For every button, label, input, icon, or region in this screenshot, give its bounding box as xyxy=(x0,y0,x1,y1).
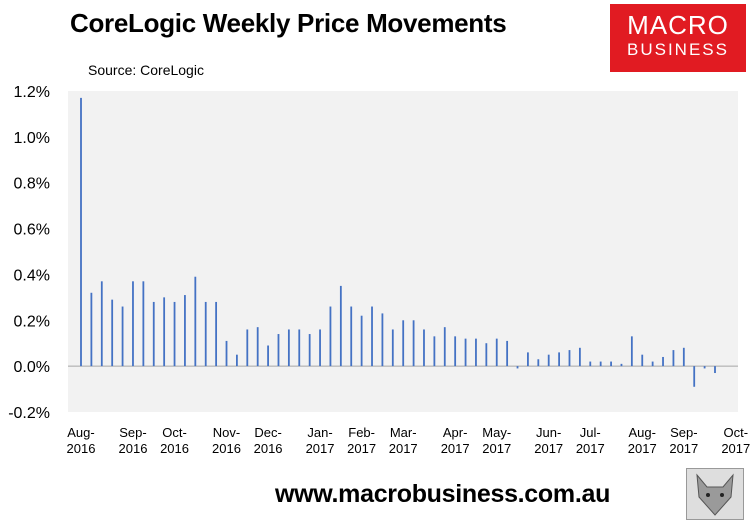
bar xyxy=(516,366,519,369)
x-tick-label: Mar-2017 xyxy=(389,425,418,456)
x-tick-label: Aug-2016 xyxy=(67,425,96,456)
bar xyxy=(610,361,612,367)
bar xyxy=(402,320,405,367)
bar xyxy=(433,336,436,367)
bar xyxy=(277,334,280,367)
bar xyxy=(329,306,332,367)
bar xyxy=(121,306,124,367)
website-url: www.macrobusiness.com.au xyxy=(275,480,611,508)
bar xyxy=(80,97,82,367)
bar xyxy=(527,352,529,367)
x-tick-label: Oct-2017 xyxy=(721,425,750,456)
bar xyxy=(703,366,706,369)
y-tick-label: 0.2% xyxy=(14,313,50,330)
x-axis-labels: Aug-2016 Sep-2016 Oct-2016 Nov-2016 Dec-2016… xyxy=(67,425,751,456)
bar xyxy=(454,336,457,367)
bar xyxy=(506,340,509,367)
bar xyxy=(537,359,540,367)
bar xyxy=(204,301,207,367)
bar xyxy=(620,363,623,367)
bar xyxy=(236,354,238,367)
bar xyxy=(599,361,602,367)
bar xyxy=(443,327,446,367)
bar xyxy=(412,320,415,367)
bar xyxy=(381,313,384,367)
bar xyxy=(558,352,560,367)
x-tick-label: Sep-2017 xyxy=(669,425,698,456)
bar xyxy=(215,301,218,367)
bar xyxy=(246,329,249,367)
chart-title: CoreLogic Weekly Price Movements xyxy=(70,8,507,38)
bar xyxy=(90,292,93,367)
bar xyxy=(360,315,363,367)
bar xyxy=(672,350,675,367)
bar xyxy=(225,340,228,367)
bar-series xyxy=(80,97,716,387)
bar xyxy=(132,281,134,367)
bar xyxy=(568,350,571,367)
bar xyxy=(111,299,114,367)
y-tick-label: 0.8% xyxy=(14,176,50,193)
bar xyxy=(662,356,664,367)
bar xyxy=(163,297,166,367)
bar xyxy=(630,336,633,367)
bar xyxy=(693,366,696,387)
bar xyxy=(194,276,197,367)
bar xyxy=(391,329,394,367)
x-tick-label: Aug-2017 xyxy=(628,425,657,456)
bar xyxy=(464,338,467,367)
x-tick-label: Apr-2017 xyxy=(441,425,470,456)
y-tick-label: 1.2% xyxy=(14,84,50,101)
x-tick-label: Oct-2016 xyxy=(160,425,189,456)
x-tick-label: Sep-2016 xyxy=(119,425,148,456)
y-tick-label: 0.0% xyxy=(14,359,50,376)
x-tick-label: Jun-2017 xyxy=(534,425,563,456)
logo-line-1: MACRO xyxy=(627,10,729,40)
x-tick-label: Jan-2017 xyxy=(306,425,335,456)
bar xyxy=(714,366,716,374)
y-axis: -0.2% 0.0% 0.2% 0.4% 0.6% 0.8% 1.0% 1.2% xyxy=(8,84,50,422)
bar xyxy=(308,334,311,367)
logo-line-2: BUSINESS xyxy=(627,40,729,59)
bar xyxy=(256,327,259,367)
x-tick-label: Dec-2016 xyxy=(254,425,283,456)
bar xyxy=(578,347,581,367)
bar xyxy=(287,329,290,367)
bar xyxy=(589,361,592,367)
bar xyxy=(319,329,321,367)
bar xyxy=(152,301,155,367)
bar xyxy=(641,354,644,367)
wolf-mascot-image xyxy=(686,468,744,520)
x-tick-label: May-2017 xyxy=(482,425,511,456)
source-note: Source: CoreLogic xyxy=(88,62,204,78)
x-tick-label: Jul-2017 xyxy=(576,425,605,456)
y-tick-label: -0.2% xyxy=(8,405,50,422)
y-tick-label: 0.6% xyxy=(14,222,50,239)
bar xyxy=(142,281,145,367)
bar xyxy=(682,347,685,367)
bar xyxy=(350,306,353,367)
macrobusiness-logo: MACRO BUSINESS xyxy=(610,4,746,72)
bar xyxy=(298,329,301,367)
bar xyxy=(184,295,186,367)
bar xyxy=(339,285,342,367)
bar xyxy=(173,301,176,367)
bar xyxy=(495,338,498,367)
bar xyxy=(547,354,550,367)
bar xyxy=(100,281,103,367)
y-tick-label: 0.4% xyxy=(14,267,50,284)
bar xyxy=(371,306,373,367)
x-tick-label: Feb-2017 xyxy=(347,425,376,456)
x-tick-label: Nov-2016 xyxy=(212,425,241,456)
bar xyxy=(485,343,488,367)
bar xyxy=(267,345,269,367)
y-tick-label: 1.0% xyxy=(14,130,50,147)
bar xyxy=(475,338,477,367)
bar xyxy=(651,361,654,367)
bar xyxy=(423,329,425,367)
